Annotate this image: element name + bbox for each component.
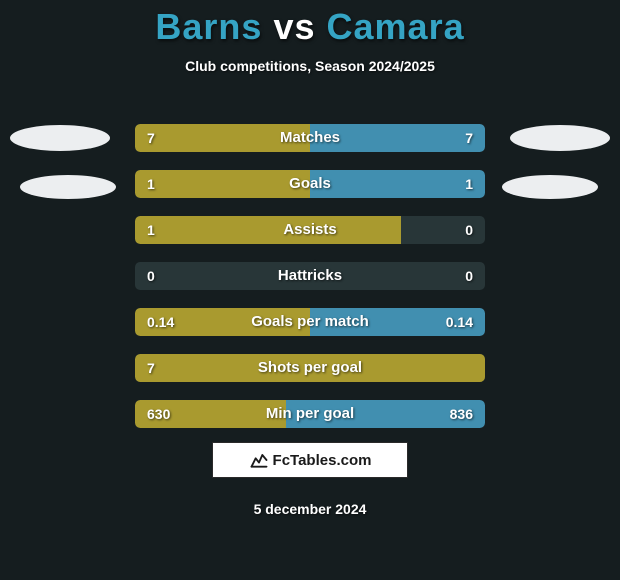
stat-value-left: 630 (147, 400, 170, 428)
stat-row: Shots per goal7 (135, 354, 485, 382)
stat-label: Min per goal (135, 400, 485, 428)
stat-value-left: 7 (147, 124, 155, 152)
stat-value-left: 1 (147, 216, 155, 244)
vs-label: vs (273, 6, 315, 47)
stat-value-left: 7 (147, 354, 155, 382)
player-left-name: Barns (155, 6, 262, 47)
team-badge-right-2 (502, 175, 598, 199)
team-badge-right-1 (510, 125, 610, 151)
stat-row: Min per goal630 836 (135, 400, 485, 428)
stat-label: Assists (135, 216, 485, 244)
stat-label: Matches (135, 124, 485, 152)
stat-row: Matches7 7 (135, 124, 485, 152)
stat-value-right: 0 (465, 262, 473, 290)
stat-value-right: 0.14 (446, 308, 473, 336)
stat-value-left: 0 (147, 262, 155, 290)
team-badge-left-1 (10, 125, 110, 151)
date-label: 5 december 2024 (0, 501, 620, 517)
stat-row: Goals1 1 (135, 170, 485, 198)
stat-label: Hattricks (135, 262, 485, 290)
player-right-name: Camara (327, 6, 465, 47)
stat-value-right: 7 (465, 124, 473, 152)
stat-bars: Matches77Goals11Assists10Hattricks00Goal… (135, 124, 485, 446)
stat-value-right: 0 (465, 216, 473, 244)
watermark: FcTables.com (212, 442, 408, 478)
stat-value-left: 1 (147, 170, 155, 198)
watermark-text: FcTables.com (273, 452, 372, 469)
stat-label: Goals per match (135, 308, 485, 336)
page-title: Barns vs Camara (0, 0, 620, 48)
stat-value-right: 836 (450, 400, 473, 428)
subtitle: Club competitions, Season 2024/2025 (0, 58, 620, 74)
team-badge-left-2 (20, 175, 116, 199)
chart-icon (249, 450, 269, 470)
stat-label: Goals (135, 170, 485, 198)
stat-row: Hattricks0 0 (135, 262, 485, 290)
stat-row: Goals per match0.14 0.14 (135, 308, 485, 336)
stat-row: Assists1 0 (135, 216, 485, 244)
stat-label: Shots per goal (135, 354, 485, 382)
comparison-card: Barns vs Camara Club competitions, Seaso… (0, 0, 620, 580)
stat-value-left: 0.14 (147, 308, 174, 336)
stat-value-right: 1 (465, 170, 473, 198)
